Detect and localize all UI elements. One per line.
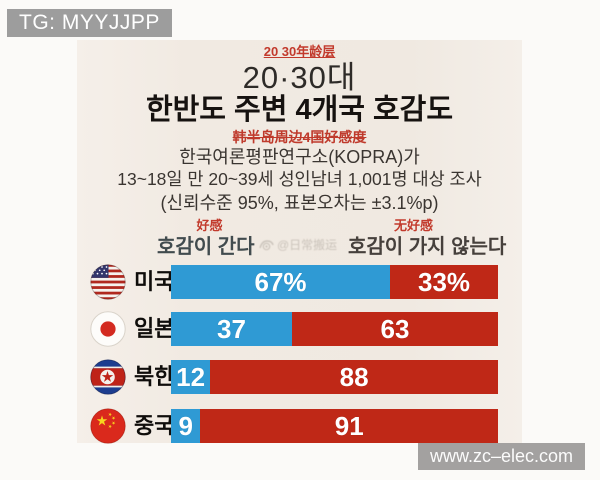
favorable-value: 37: [217, 313, 246, 344]
japan-flag-icon: [90, 311, 126, 347]
legend-favorable-zh: 好感: [196, 218, 223, 233]
favorable-value: 9: [178, 410, 193, 441]
source-line-1: 한국여론평판연구소(KOPRA)가: [179, 147, 420, 167]
stacked-bar: 37 63: [171, 312, 498, 346]
usa-flag-icon: [90, 264, 126, 300]
country-label: 미국: [134, 269, 175, 294]
country-label: 중국: [134, 413, 175, 438]
unfavorable-bar-segment: 88: [210, 360, 498, 394]
favorable-bar-segment: 67%: [171, 265, 391, 299]
legend-unfavorable-zh: 无好感: [393, 218, 433, 233]
country-label: 북한: [134, 364, 175, 389]
chart-row-north-korea: 북한 12 88: [88, 359, 498, 395]
chart-row-usa: 미국 67% 33%: [88, 264, 498, 300]
favorable-bar-segment: 9: [171, 409, 201, 443]
weibo-watermark-text: @日常搬运: [277, 238, 338, 252]
unfavorable-bar-segment: 91: [200, 409, 498, 443]
telegram-watermark: TG: MYYJJPP: [7, 9, 172, 37]
legend-favorable: 호감이 간다: [157, 236, 255, 258]
unfavorable-bar-segment: 33%: [390, 265, 498, 299]
weibo-eye-icon: [259, 239, 274, 250]
unfavorable-value: 88: [339, 361, 369, 392]
unfavorable-value: 63: [380, 313, 410, 344]
favorable-bar-segment: 12: [171, 360, 211, 394]
source-line-2: 13~18일 만 20~39세 성인남녀 1,001명 대상 조사: [117, 169, 482, 189]
stacked-bar: 9 91: [171, 409, 498, 443]
unfavorable-value: 91: [334, 410, 364, 441]
stacked-bar: 12 88: [171, 360, 498, 394]
unfavorable-bar-segment: 63: [291, 312, 498, 346]
country-label: 일본: [134, 316, 175, 341]
unfavorable-value: 33%: [418, 266, 471, 297]
chart-row-china: 중국 9 91: [88, 408, 498, 444]
favorable-value: 12: [176, 361, 206, 392]
source-line-3: (신뢰수준 95%, 표본오차는 ±3.1%p): [160, 193, 439, 213]
favorable-value: 67%: [254, 266, 307, 297]
chinese-subtitle-annotation: 韩半岛周边4国好感度: [232, 129, 367, 145]
page-title: 한반도 주변 4개국 호감도: [145, 94, 454, 126]
age-group-title: 20·30대: [242, 60, 357, 95]
weibo-watermark: @日常搬运: [258, 236, 337, 253]
china-flag-icon: [90, 408, 126, 444]
north-korea-flag-icon: [90, 359, 126, 395]
legend-unfavorable: 호감이 가지 않는다: [348, 236, 507, 258]
chinese-age-annotation: 20 30年龄层: [263, 44, 336, 59]
website-watermark: www.zc–elec.com: [418, 443, 585, 470]
chart-row-japan: 일본 37 63: [88, 311, 498, 347]
stacked-bar: 67% 33%: [171, 265, 498, 299]
favorable-bar-segment: 37: [171, 312, 292, 346]
